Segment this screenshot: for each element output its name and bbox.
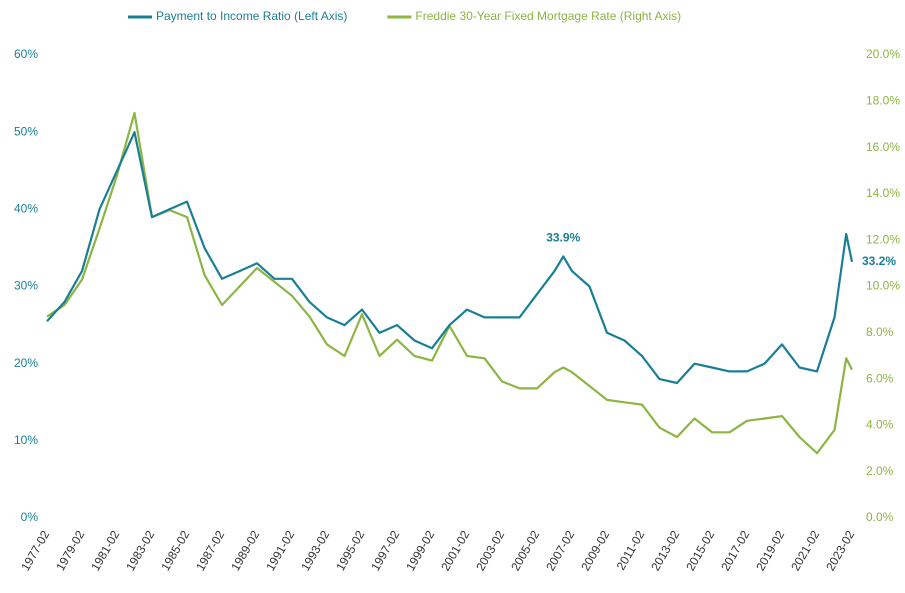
y2-tick-label: 8.0%: [866, 325, 894, 339]
y2-tick-label: 6.0%: [866, 371, 894, 385]
legend-label: Freddie 30-Year Fixed Mortgage Rate (Rig…: [415, 9, 681, 23]
x-tick-label: 2017-02: [718, 528, 752, 573]
annotation: 33.9%: [546, 231, 580, 245]
x-tick-label: 1995-02: [333, 528, 367, 573]
y-tick-label: 10%: [14, 433, 38, 447]
annotation: 33.2%: [862, 254, 896, 268]
x-tick-label: 1985-02: [158, 528, 192, 573]
legend-label: Payment to Income Ratio (Left Axis): [156, 9, 347, 23]
y2-tick-label: 2.0%: [866, 464, 894, 478]
y2-tick-label: 12.0%: [866, 232, 900, 246]
x-tick-label: 2005-02: [508, 528, 542, 573]
x-tick-label: 2013-02: [648, 528, 682, 573]
y-tick-label: 60%: [14, 47, 38, 61]
y2-tick-label: 16.0%: [866, 140, 900, 154]
x-tick-label: 1979-02: [53, 528, 87, 573]
series-line: [46, 131, 854, 385]
y-tick-label: 50%: [14, 124, 38, 138]
x-tick-label: 2007-02: [543, 528, 577, 573]
y-tick-label: 40%: [14, 202, 38, 216]
x-tick-label: 2011-02: [614, 528, 648, 573]
y-tick-label: 20%: [14, 356, 38, 370]
y-tick-label: 0%: [21, 510, 39, 524]
x-tick-label: 2019-02: [753, 528, 787, 573]
x-tick-label: 2023-02: [823, 528, 857, 573]
x-tick-label: 2009-02: [578, 528, 612, 573]
y2-tick-label: 18.0%: [866, 93, 900, 107]
x-tick-label: 2001-02: [438, 528, 472, 573]
x-tick-label: 2003-02: [473, 528, 507, 573]
x-tick-label: 1999-02: [403, 528, 437, 573]
x-tick-label: 2015-02: [683, 528, 717, 573]
x-tick-label: 2021-02: [788, 528, 822, 573]
y2-tick-label: 20.0%: [866, 47, 900, 61]
series-line: [46, 111, 853, 455]
x-tick-label: 1991-02: [263, 528, 297, 573]
x-tick-label: 1987-02: [193, 528, 227, 573]
x-tick-label: 1983-02: [123, 528, 157, 573]
x-tick-label: 1989-02: [228, 528, 262, 573]
x-tick-label: 1981-02: [88, 528, 122, 573]
x-tick-label: 1993-02: [298, 528, 332, 573]
x-tick-label: 1977-02: [18, 528, 52, 573]
y-tick-label: 30%: [14, 279, 38, 293]
y2-tick-label: 10.0%: [866, 279, 900, 293]
x-tick-label: 1997-02: [368, 528, 402, 573]
y2-tick-label: 14.0%: [866, 186, 900, 200]
y2-tick-label: 0.0%: [866, 510, 894, 524]
y2-tick-label: 4.0%: [866, 418, 894, 432]
